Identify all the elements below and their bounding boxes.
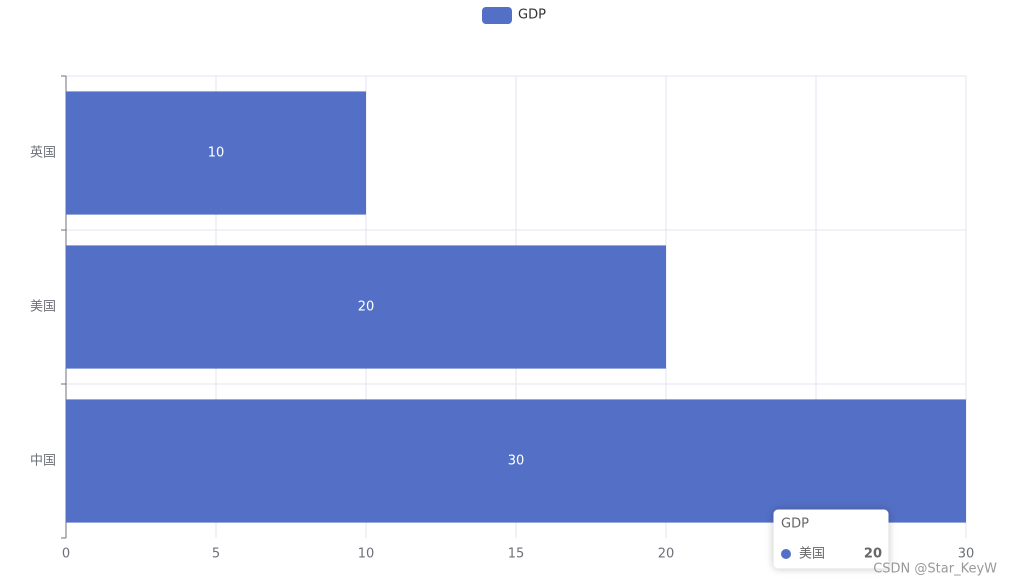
y-tick-label: 中国	[30, 454, 56, 469]
x-tick-label: 20	[658, 547, 675, 562]
bar	[66, 91, 366, 215]
tooltip-category: 美国	[799, 547, 825, 562]
bar-value-label: 10	[208, 146, 225, 161]
tooltip-marker	[781, 549, 791, 559]
legend-swatch	[482, 7, 512, 24]
legend[interactable]: GDP	[482, 7, 546, 24]
legend-label: GDP	[518, 8, 546, 23]
watermark: CSDN @Star_KeyW	[873, 562, 997, 577]
x-tick-label: 15	[508, 547, 525, 562]
x-tick-label: 30	[958, 547, 975, 562]
bar	[66, 399, 966, 523]
x-tick-label: 0	[62, 547, 70, 562]
tooltip: GDP 美国 20	[773, 509, 889, 569]
bar	[66, 245, 666, 369]
x-tick-label: 10	[358, 547, 375, 562]
x-tick-label: 5	[212, 547, 220, 562]
tooltip-box	[773, 509, 889, 569]
y-tick-label: 美国	[30, 300, 56, 315]
bar-value-label: 20	[358, 300, 375, 315]
tooltip-value: 20	[864, 547, 882, 562]
bar-value-label: 30	[508, 454, 525, 469]
y-tick-label: 英国	[30, 146, 56, 161]
tooltip-title: GDP	[781, 517, 809, 532]
